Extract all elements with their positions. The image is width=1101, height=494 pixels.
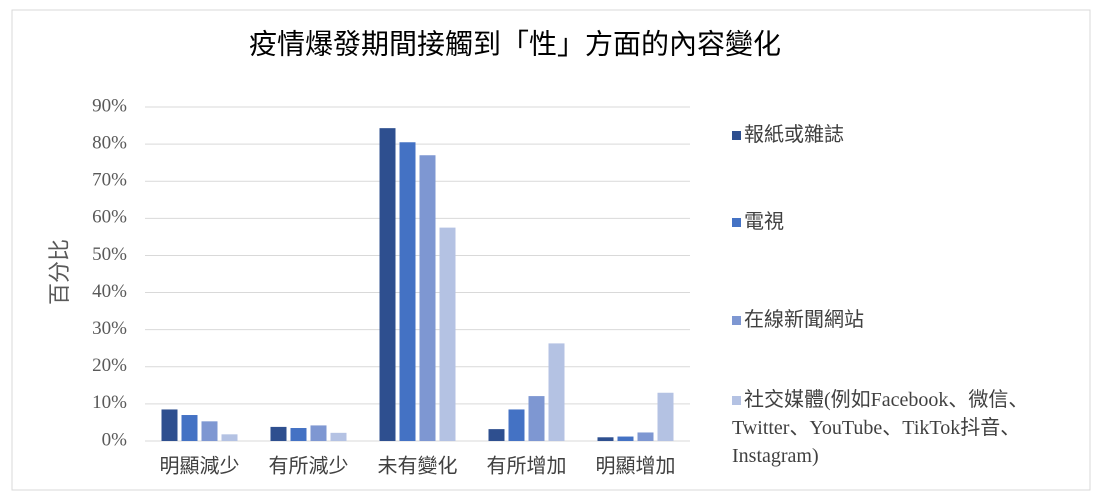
- bar: [379, 128, 396, 442]
- legend-label: 社交媒體(例如Facebook、微信、Twitter、YouTube、TikTo…: [732, 389, 1029, 467]
- x-tick-label: 明顯減少: [160, 455, 240, 478]
- x-tick-label: 未有變化: [378, 455, 458, 478]
- bar: [201, 421, 218, 441]
- x-tick-label: 明顯增加: [596, 455, 676, 478]
- bar: [290, 428, 307, 441]
- chart-title: 疫情爆發期間接觸到「性」方面的內容變化: [249, 28, 781, 60]
- legend-item: 報紙或雜誌: [732, 121, 1077, 149]
- legend-item: 社交媒體(例如Facebook、微信、Twitter、YouTube、TikTo…: [732, 386, 1077, 470]
- legend-swatch: [732, 218, 741, 227]
- bar: [548, 343, 565, 441]
- bar: [439, 227, 456, 441]
- legend-label: 在線新聞網站: [744, 309, 864, 331]
- bar: [181, 415, 198, 441]
- x-tick-label: 有所增加: [487, 455, 567, 478]
- legend-item: 電視: [732, 208, 1077, 236]
- legend-label: 電視: [744, 211, 784, 233]
- legend-swatch: [732, 316, 741, 325]
- bar: [657, 392, 674, 441]
- bar: [310, 425, 327, 441]
- bar: [330, 432, 347, 441]
- bar: [637, 432, 654, 441]
- y-axis-label: 百分比: [47, 239, 72, 305]
- bar: [597, 437, 614, 441]
- legend-label: 報紙或雜誌: [744, 124, 844, 146]
- bar: [161, 409, 178, 441]
- y-tick-label: 20%: [92, 355, 127, 376]
- y-tick-label: 40%: [92, 281, 127, 302]
- x-tick-label: 有所減少: [269, 455, 349, 478]
- y-tick-label: 50%: [92, 244, 127, 265]
- legend-swatch: [732, 396, 741, 405]
- bar: [617, 436, 634, 441]
- bar: [508, 409, 525, 441]
- y-tick-label: 70%: [92, 170, 127, 191]
- bar: [270, 426, 287, 441]
- legend-swatch: [732, 131, 741, 140]
- bar: [419, 155, 436, 441]
- y-tick-label: 30%: [92, 318, 127, 339]
- y-tick-label: 60%: [92, 207, 127, 228]
- y-tick-label: 10%: [92, 392, 127, 413]
- bar: [488, 429, 505, 441]
- y-tick-label: 90%: [92, 95, 127, 116]
- bar: [221, 434, 238, 441]
- y-tick-label: 0%: [102, 429, 128, 450]
- y-tick-label: 80%: [92, 132, 127, 153]
- bar: [399, 142, 416, 441]
- bar: [528, 396, 545, 441]
- legend-item: 在線新聞網站: [732, 306, 1077, 334]
